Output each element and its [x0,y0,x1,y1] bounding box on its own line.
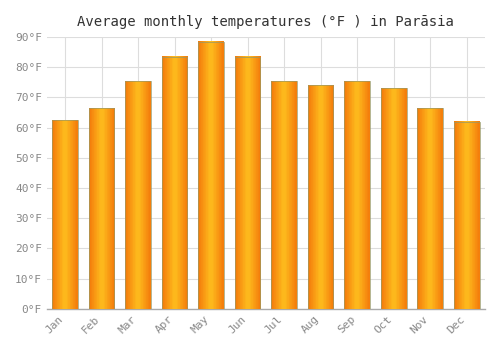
Bar [89,108,114,309]
Title: Average monthly temperatures (°F ) in Parāsia: Average monthly temperatures (°F ) in Pa… [78,15,454,29]
Bar [454,121,479,309]
Bar [126,81,151,309]
Bar [344,81,370,309]
Bar [272,81,297,309]
Bar [198,42,224,309]
Bar [162,57,188,309]
Bar [418,108,443,309]
Bar [52,120,78,309]
Bar [308,85,334,309]
Bar [235,57,260,309]
Bar [381,89,406,309]
